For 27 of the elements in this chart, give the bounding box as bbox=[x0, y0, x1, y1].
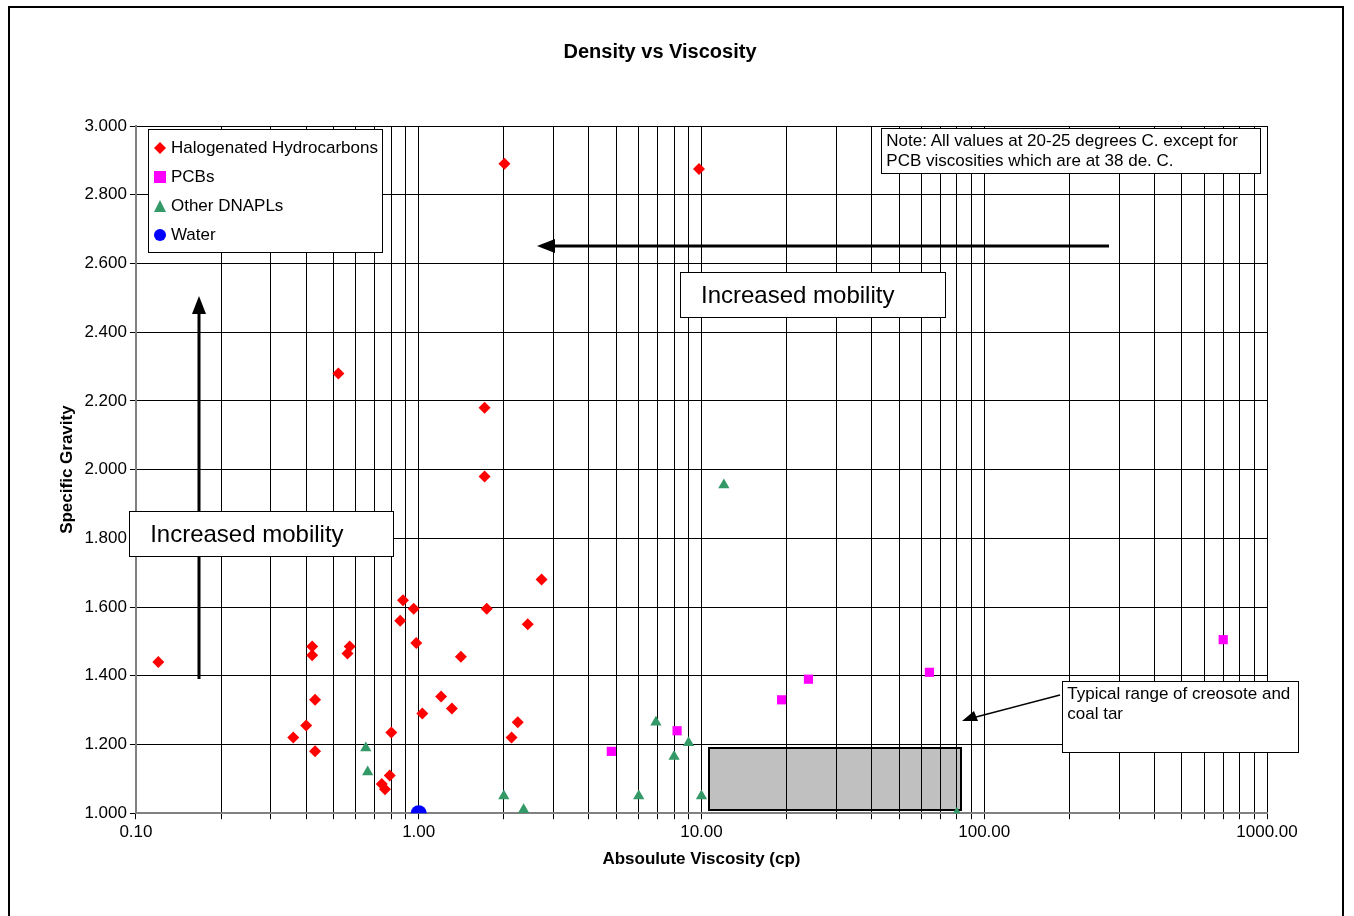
y-tick-label: 1.800 bbox=[84, 528, 127, 548]
legend-label: Other DNAPLs bbox=[170, 195, 284, 217]
x-tick-label: 1.00 bbox=[402, 822, 436, 842]
legend-label: PCBs bbox=[170, 166, 215, 188]
y-tick-label: 2.200 bbox=[84, 390, 127, 410]
annotation: Increased mobility bbox=[679, 272, 946, 319]
y-tick-label: 2.000 bbox=[84, 459, 127, 479]
y-tick-label: 1.400 bbox=[84, 665, 127, 685]
x-axis-title: Absoulute Viscosity (cp) bbox=[602, 849, 801, 869]
annotation: Note: All values at 20-25 degrees C. except for PCB viscosities which are at 38 de. C. bbox=[881, 128, 1262, 175]
y-tick-label: 1.600 bbox=[84, 596, 127, 616]
y-tick-label: 2.600 bbox=[84, 253, 127, 273]
annotation: Increased mobility bbox=[129, 510, 395, 557]
y-tick-label: 3.000 bbox=[84, 115, 127, 135]
y-axis-title: Specific Gravity bbox=[56, 404, 76, 534]
y-tick-label: 1.000 bbox=[84, 802, 127, 822]
y-tick-label: 2.400 bbox=[84, 321, 127, 341]
y-tick-label: 1.200 bbox=[84, 734, 127, 754]
x-tick-label: 0.10 bbox=[119, 822, 153, 842]
x-tick-label: 100.00 bbox=[958, 822, 1011, 842]
x-tick-label: 10.00 bbox=[680, 822, 723, 842]
annotation: Typical range of creosote and coal tar bbox=[1062, 681, 1300, 754]
legend-label: Water bbox=[170, 224, 216, 246]
chart-title: Density vs Viscosity bbox=[563, 39, 758, 62]
y-tick-label: 2.800 bbox=[84, 184, 127, 204]
x-tick-label: 1000.00 bbox=[1236, 822, 1298, 842]
legend-label: Halogenated Hydrocarbons bbox=[170, 137, 378, 159]
